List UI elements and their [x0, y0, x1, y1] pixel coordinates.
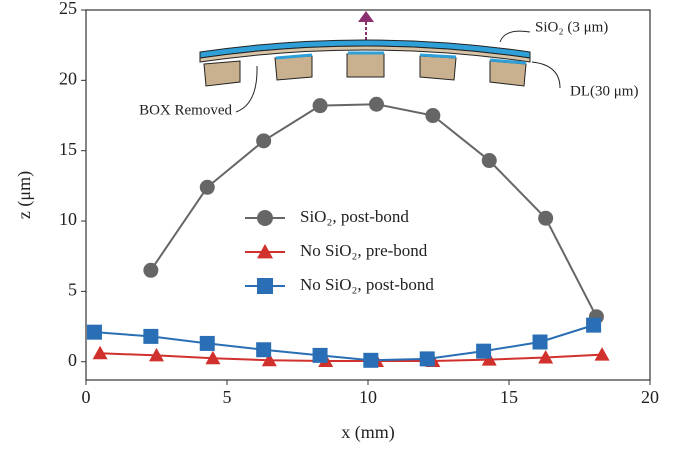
- marker: [149, 347, 164, 362]
- marker: [256, 133, 272, 149]
- marker: [363, 352, 379, 368]
- y-axis-label: z (μm): [14, 171, 35, 219]
- marker: [476, 343, 492, 359]
- marker: [199, 335, 215, 351]
- legend-label: SiO₂, post-bond: [300, 207, 409, 226]
- legend-label: No SiO₂, pre-bond: [300, 241, 428, 260]
- marker: [532, 334, 548, 350]
- y-tick-label: 10: [59, 209, 77, 229]
- x-tick-label: 15: [500, 387, 518, 407]
- y-tick-label: 15: [59, 139, 77, 159]
- marker: [538, 349, 554, 364]
- legend-label: No SiO₂, post-bond: [300, 275, 434, 294]
- marker: [312, 98, 328, 114]
- x-tick-label: 10: [359, 387, 377, 407]
- marker: [261, 352, 277, 367]
- marker: [199, 179, 215, 195]
- marker: [143, 328, 159, 344]
- legend-marker: [257, 210, 273, 226]
- marker: [312, 347, 328, 363]
- y-tick-label: 20: [59, 68, 77, 88]
- marker: [594, 347, 610, 361]
- marker: [538, 210, 554, 226]
- y-tick-label: 0: [68, 350, 77, 370]
- marker: [86, 324, 102, 340]
- y-tick-label: 5: [68, 279, 77, 299]
- marker: [143, 262, 159, 278]
- marker: [481, 352, 497, 366]
- marker: [481, 153, 497, 169]
- series-line: [94, 324, 594, 362]
- x-tick-label: 20: [641, 387, 659, 407]
- x-tick-label: 5: [223, 387, 232, 407]
- legend-marker: [257, 278, 273, 294]
- annotation: BOX Removed: [139, 102, 232, 118]
- annotation: DL(30 μm): [570, 83, 638, 99]
- series-line: [100, 352, 603, 363]
- marker: [368, 96, 384, 112]
- marker: [419, 351, 435, 367]
- y-tick-label: 25: [59, 0, 77, 18]
- marker: [256, 342, 272, 358]
- marker: [92, 345, 108, 360]
- x-tick-label: 0: [82, 387, 91, 407]
- marker: [425, 108, 441, 124]
- annotation: SiO₂ (3 μm): [535, 19, 608, 35]
- x-axis-label: x (mm): [341, 422, 395, 443]
- inset-diagram: [199, 11, 561, 113]
- legend-marker: [257, 244, 273, 259]
- marker: [586, 317, 602, 333]
- marker: [205, 350, 221, 365]
